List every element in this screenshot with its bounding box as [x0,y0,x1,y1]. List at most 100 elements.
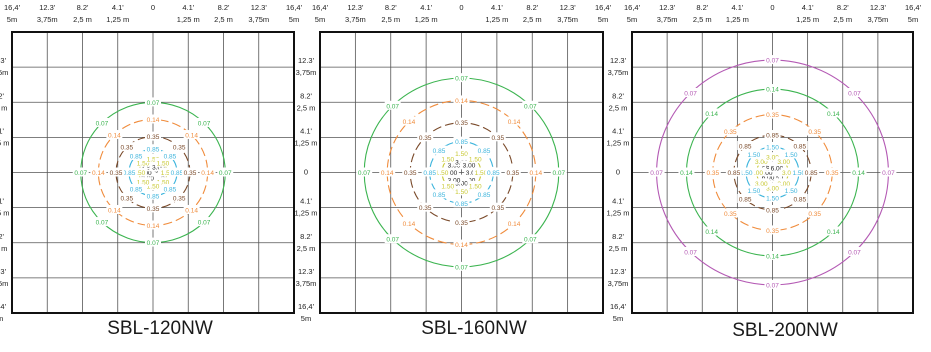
contour-value-label: 0.35 [173,145,186,152]
contour-value-label: 0.35 [455,220,468,227]
side-tick-label-ft: 8.2' [612,91,624,100]
contour-value-label: 0.35 [121,195,134,202]
panel-title-1: SBL-120NW [60,318,260,340]
top-tick-label-ft: 16,4' [595,3,612,12]
contour-value-label: 1.50 [436,170,449,177]
top-tick-label-m: 2,5 m [73,15,92,24]
side-tick-label-m: 2,5 m [297,244,316,253]
contour-value-label: 0.35 [121,145,134,152]
contour-value-label: 0.85 [487,170,500,177]
top-tick-label-m: 5m [627,15,637,24]
side-tick-label-m: 2,5 m [0,103,7,112]
contour-value-label: 0.14 [508,221,521,228]
top-tick-label-ft: 12.3' [39,3,56,12]
top-tick-label-ft: 4.1' [182,3,194,12]
contour-value-label: 0.85 [478,192,491,199]
contour-value-label: 1.50 [441,157,454,164]
contour-value-label: 0.35 [766,228,779,235]
contour-value-label: 0.35 [808,129,821,136]
contour-value-label: 0.14 [201,170,214,177]
contour-value-label: 0.35 [808,211,821,218]
contour-value-label: 0.14 [403,119,416,126]
side-tick-label-ft: 8.2' [0,91,4,100]
contour-value-label: 0.85 [171,170,184,177]
top-tick-label-m: 1,25 m [726,15,749,24]
top-tick-label-ft: 4.1' [731,3,743,12]
side-tick-label-m: 5m [613,314,623,323]
contour-value-label: 1.50 [441,183,454,190]
contour-value-label: 0.14 [403,221,416,228]
contour-value-label: 0.85 [728,170,741,177]
side-tick-label-ft: 8.2' [300,91,312,100]
contour-value-label: 0.35 [147,134,160,141]
top-tick-label-m: 5m [315,15,325,24]
contour-value-label: 0.07 [386,237,399,244]
contour-value-label: 0.07 [684,90,697,97]
contour-value-label: 1.50 [766,196,779,203]
side-tick-label-ft: 16,4' [610,302,627,311]
side-tick-label-ft: 8.2' [0,232,4,241]
contour-value-label: 0.14 [185,133,198,140]
contour-value-label: 0.07 [882,170,895,177]
contour-value-label: 0.35 [419,135,432,142]
contour-value-label: 0.07 [219,170,232,177]
contour-value-label: 0.85 [478,148,491,155]
contour-value-label: 0.14 [766,253,779,260]
contour-value-label: 0.07 [74,170,87,177]
top-tick-label-m: 2,5 m [214,15,233,24]
contour-value-label: 0.85 [766,207,779,214]
contour-value-label: 0.07 [524,237,537,244]
top-tick-label-m: 5m [289,15,299,24]
side-tick-label-ft: 0 [616,168,620,177]
contour-value-label: 0.35 [706,170,719,177]
top-tick-label-m: 1,25 m [796,15,819,24]
side-tick-label-ft: 12.3' [610,267,627,276]
side-tick-label-ft: 4.1' [612,197,624,206]
contour-value-label: 1.50 [748,152,761,159]
top-tick-label-m: 1,25 m [177,15,200,24]
contour-value-label: 0.07 [358,170,371,177]
contour-value-label: 0.35 [184,170,197,177]
top-tick-label-m: 3,75m [345,15,366,24]
contour-value-label: 0.85 [793,197,806,204]
contour-value-label: 0.35 [147,206,160,213]
panel-title-3: SBL-200NW [685,320,885,342]
contour-value-label: 1.50 [455,189,468,196]
contour-value-label: 0.14 [680,170,693,177]
side-tick-label-m: 2,5 m [609,103,628,112]
contour-value-label: 0.35 [724,129,737,136]
top-tick-label-m: 2,5 m [693,15,712,24]
contour-value-label: 0.35 [455,120,468,127]
side-tick-label-m: 1,25 m [0,138,9,147]
top-tick-label-m: 1,25 m [485,15,508,24]
contour-value-label: 0.07 [386,103,399,110]
top-tick-label-m: 5m [7,15,17,24]
contour-value-label: 0.85 [455,139,468,146]
side-tick-label-ft: 8.2' [612,232,624,241]
side-tick-label-m: 3,75m [296,279,317,288]
side-tick-label-ft: 8.2' [300,232,312,241]
contour-value-label: 0.35 [491,205,504,212]
top-tick-label-m: 5m [598,15,608,24]
contour-value-label: 0.85 [739,197,752,204]
contour-value-label: 0.14 [508,119,521,126]
contour-value-label: 1.50 [469,157,482,164]
top-tick-label-ft: 8.2' [837,3,849,12]
top-tick-label-ft: 4.1' [112,3,124,12]
contour-value-label: 0.85 [455,201,468,208]
contour-value-label: 0.07 [198,220,211,227]
contour-value-label: 0.14 [529,170,542,177]
top-tick-label-m: 3,75m [557,15,578,24]
top-tick-label-m: 3,75m [37,15,58,24]
contour-value-label: 0.14 [108,133,121,140]
top-tick-label-ft: 16,4' [312,3,329,12]
side-tick-label-ft: 4.1' [612,126,624,135]
top-tick-label-ft: 4.1' [420,3,432,12]
top-tick-label-ft: 8.2' [77,3,89,12]
side-tick-label-ft: 12.3' [0,56,7,65]
side-tick-label-m: 1,25 m [607,138,630,147]
contour-value-label: 0.85 [766,133,779,140]
contour-value-label: 1.50 [766,144,779,151]
